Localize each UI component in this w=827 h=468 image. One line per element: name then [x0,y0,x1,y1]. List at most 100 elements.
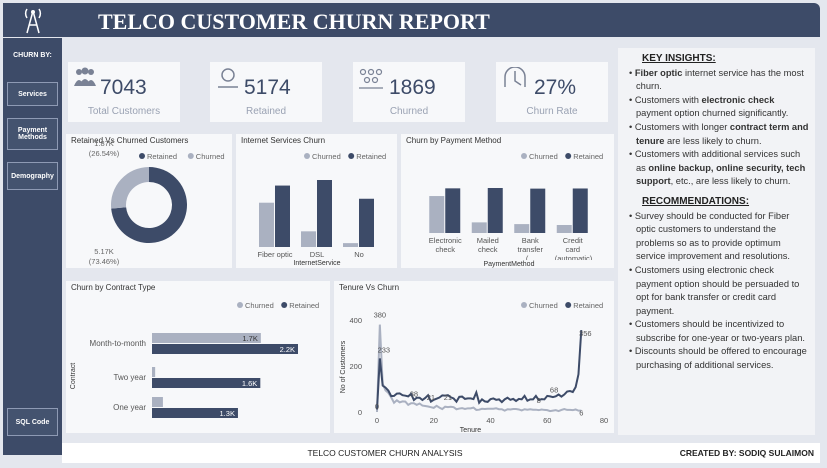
data-label: (73.46%) [89,257,120,266]
kpi-card: 5174 Retained [210,62,322,122]
kpi-icon [359,68,383,89]
x-tick-label: 0 [375,416,379,425]
insight-item: Fiber optic internet service has the mos… [634,67,809,94]
legend-label: Churned [529,152,558,161]
nav-button[interactable]: Services [7,82,58,106]
data-label: 38 [410,389,418,398]
footer: TELCO CUSTOMER CHURN ANALYSIS CREATED BY… [62,443,820,463]
footer-credit: CREATED BY: SODIQ SULAIMON [679,448,814,458]
kpi-icon [74,67,96,86]
data-label: 1.3K [220,409,235,418]
insight-text: electronic check [701,94,775,105]
bar [445,188,461,233]
kpi-label: Total Customers [87,106,161,117]
legend-swatch [348,153,355,159]
nav-button[interactable]: Payment Methods [7,118,58,150]
kpi-value: 27% [534,76,577,99]
kpi-value: 5174 [244,76,291,99]
chart: Churned Retained 5.17K(73.46%) 1.87K(26.54%… [89,139,225,266]
legend-swatch [187,153,194,159]
bar [275,185,290,247]
recommendation-item: Survey should be conducted for Fiber opt… [635,210,809,264]
x-tick-label-box: Bank transfer (... [517,236,543,260]
insight-text: Customers with additional services such … [634,149,801,173]
data-label: 1.6K [242,379,257,388]
donut-slice [111,167,188,243]
y-axis-title: No of Customers [340,340,347,393]
sidebar-heading: CHURN BY: [13,52,52,59]
recommendations-title: RECOMMENDATIONS: [642,195,750,207]
data-label: 5.17K [94,247,114,256]
recommendation-item: Customers should be incentivized to subs… [635,318,809,345]
chart: Retained Churned Contract Month-to-month 1.7… [70,301,319,418]
insight-text: Customers with [634,94,702,105]
nav-button[interactable]: SQL Code [7,408,58,436]
x-tick-label: Electronic check [428,236,462,254]
logo [3,3,62,37]
kpi-label: Churn Rate [526,106,578,117]
legend-label: Retained [573,152,603,161]
bar [530,188,546,233]
kpi-icon [218,68,238,88]
bar [152,367,156,377]
x-tick-label: 60 [543,416,551,425]
x-tick-label-box: Fiber optic [257,250,292,259]
kpi-icon [504,67,526,87]
chart: Retained Churned Fiber optic DSL No InternetS… [257,152,386,267]
bar [359,198,374,247]
bar [152,397,163,407]
x-tick-label-box: Electronic check [428,236,462,254]
y-tick-label: 400 [349,316,362,325]
legend-swatch [304,153,310,159]
legend-label: Retained [356,152,386,161]
data-label: 233 [378,345,391,354]
nav-button[interactable]: Demography [7,162,58,190]
insight-text: are less likely to churn. [664,135,762,146]
insight-item: Customers with electronic check payment … [634,94,809,121]
legend-label: Retained [289,301,319,310]
insight-text: payment option churned significantly. [636,108,789,119]
data-label: 356 [579,329,592,338]
chart: Retained Churned Electronic check Mailed ch… [428,152,603,268]
x-tick-label: 20 [430,416,438,425]
bar [259,202,274,247]
x-tick-label: 40 [486,416,494,425]
legend-swatch [565,302,572,308]
footer-center: TELCO CUSTOMER CHURN ANALYSIS [307,448,463,458]
bar [556,224,572,233]
bar [301,231,316,247]
bar [317,180,332,247]
chart-title: Churn by Contract Type [71,283,156,292]
data-label: 68 [550,385,558,394]
insight-text: contract term and tenure [636,121,809,146]
legend-swatch [565,153,572,159]
data-label: 1.7K [242,334,257,343]
chart-card: Tenure Vs Churn Retained Churned 0 200 400 0 20… [334,281,614,433]
legend-label: Churned [312,152,341,161]
x-axis-title: Tenure [460,427,482,433]
insights-panel: KEY INSIGHTS: Fiber optic internet servi… [618,48,815,435]
x-tick-label: Credit card (automatic) [554,236,593,260]
insight-item: Customers with longer contract term and … [634,121,809,148]
legend-swatch [521,153,527,159]
legend-label: Retained [147,152,177,161]
x-tick-label-box: DSL [310,250,325,259]
data-label: 6 [579,409,583,418]
legend-label: Retained [573,301,603,310]
line-series [376,324,582,413]
insight-text: online backup, online security, tech sup… [636,162,806,187]
insights-list: Fiber optic internet service has the mos… [628,67,809,189]
chart-title: Churn by Payment Method [406,136,502,145]
kpi-card: 7043 Total Customers [68,62,180,122]
insight-text: , etc., are less likely to churn. [670,176,791,187]
bar [152,333,261,343]
insight-text: Customers with longer [634,121,730,132]
y-tick-label: One year [113,403,146,412]
kpi-card: 1869 Churned [353,62,465,122]
x-tick-label-box: Credit card (automatic) [554,236,593,260]
data-label: 0 [375,402,379,411]
insight-text: Fiber optic [634,67,683,78]
x-tick-label: Bank transfer (... [517,236,543,260]
kpi-card: 27% Churn Rate [496,62,608,122]
